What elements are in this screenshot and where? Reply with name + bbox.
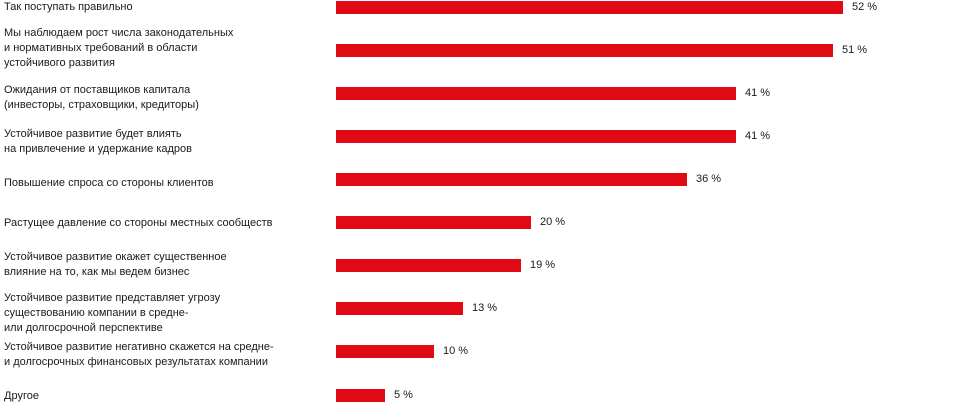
bar	[336, 130, 736, 143]
bar	[336, 259, 521, 272]
bar	[336, 389, 385, 402]
category-label: Устойчивое развитие негативно скажется н…	[4, 341, 274, 368]
value-label: 13 %	[472, 302, 498, 314]
bar	[336, 44, 833, 57]
value-label: 41 %	[745, 130, 771, 142]
value-label: 52 %	[852, 1, 878, 13]
category-label: Растущее давление со стороны местных соо…	[4, 217, 273, 229]
bar	[336, 345, 434, 358]
category-label: Так поступать правильно	[4, 1, 133, 13]
category-label: Мы наблюдаем рост числа законодательных …	[4, 27, 234, 69]
value-label: 41 %	[745, 87, 771, 99]
bar	[336, 302, 463, 315]
value-label: 20 %	[540, 216, 566, 228]
category-label: Устойчивое развитие представляет угрозу …	[4, 292, 221, 334]
category-label: Устойчивое развитие окажет существенное …	[4, 251, 227, 278]
value-label: 5 %	[394, 389, 413, 401]
bar	[336, 1, 843, 14]
bar	[336, 173, 687, 186]
category-label: Другое	[4, 390, 39, 402]
bar	[336, 216, 531, 229]
value-label: 19 %	[530, 259, 556, 271]
bar	[336, 87, 736, 100]
value-label: 51 %	[842, 44, 868, 56]
category-label: Устойчивое развитие будет влиять на прив…	[4, 128, 192, 155]
value-label: 10 %	[443, 345, 469, 357]
category-label: Ожидания от поставщиков капитала (инвест…	[4, 84, 199, 111]
category-label: Повышение спроса со стороны клиентов	[4, 177, 214, 189]
value-label: 36 %	[696, 173, 722, 185]
